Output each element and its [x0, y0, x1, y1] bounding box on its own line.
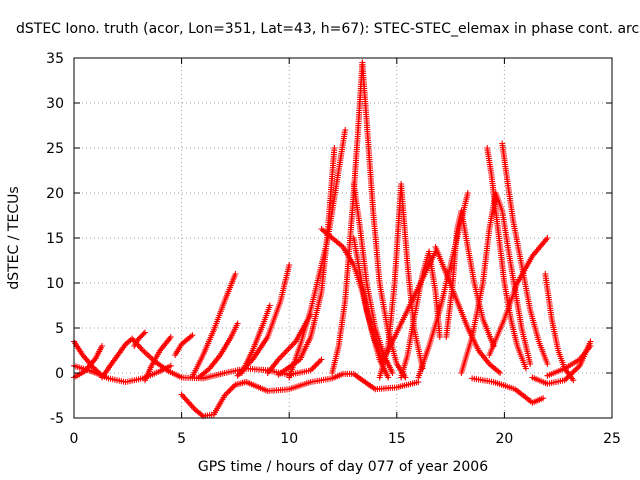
x-tick-label: 5 [177, 431, 186, 447]
y-tick-label: 15 [46, 231, 64, 247]
series-arc-28 [443, 208, 497, 349]
series-layer [71, 59, 594, 420]
series-markers [383, 248, 439, 358]
y-tick-label: 5 [55, 321, 64, 337]
series-arc-33 [469, 375, 547, 406]
series-arc-12 [195, 320, 241, 381]
axis-ticks: 0 5 10 15 20 25 -5 0 5 10 15 20 25 30 35 [46, 51, 621, 447]
series-arc-19 [329, 59, 366, 376]
x-axis-label: GPS time / hours of day 077 of year 2006 [198, 459, 488, 475]
y-tick-label: 0 [55, 366, 64, 382]
series-markers [499, 140, 551, 367]
series-markers [178, 370, 422, 420]
y-tick-label: 20 [46, 186, 64, 202]
series-markers [458, 190, 534, 376]
series-arc-04 [99, 335, 136, 381]
series-markers [286, 127, 349, 381]
series-markers [544, 343, 594, 379]
series-markers [195, 320, 241, 381]
y-tick-label: 30 [46, 96, 64, 112]
series-markers [350, 235, 387, 367]
series-markers [172, 332, 196, 358]
series-arc-13 [234, 262, 293, 379]
series-markers [432, 244, 504, 376]
y-tick-label: 25 [46, 141, 64, 157]
series-markers [142, 334, 174, 384]
series-markers [131, 329, 148, 349]
series-markers [484, 145, 529, 372]
series-arc-08 [172, 332, 196, 358]
series-arc-14 [238, 302, 273, 376]
series-arc-22 [350, 235, 387, 367]
x-tick-label: 0 [70, 431, 79, 447]
series-markers [99, 335, 136, 381]
series-markers [238, 302, 273, 376]
series-arc-34 [542, 271, 577, 384]
series-markers [359, 59, 409, 381]
series-arc-06 [131, 329, 148, 349]
series-markers [275, 145, 338, 378]
series-arc-31 [499, 140, 551, 367]
series-arc-29 [458, 190, 534, 376]
y-tick-label: 10 [46, 276, 64, 292]
series-markers [329, 59, 366, 376]
chart-title: dSTEC Iono. truth (acor, Lon=351, Lat=43… [16, 21, 640, 37]
series-arc-30 [484, 145, 529, 372]
series-arc-36 [544, 343, 594, 379]
series-arc-20 [359, 59, 409, 381]
series-arc-11 [189, 271, 239, 380]
x-tick-label: 25 [603, 431, 621, 447]
series-markers [234, 262, 293, 379]
y-tick-label: -5 [50, 411, 64, 427]
series-arc-26 [432, 244, 504, 376]
series-arc-32 [486, 235, 551, 358]
y-tick-label: 35 [46, 51, 64, 67]
series-arc-10 [178, 370, 422, 420]
series-arc-16 [275, 145, 338, 378]
x-tick-label: 15 [388, 431, 406, 447]
series-markers [486, 235, 551, 358]
series-arc-07 [142, 334, 174, 384]
series-markers [542, 271, 577, 384]
series-markers [189, 271, 239, 380]
series-markers [469, 375, 547, 406]
x-tick-label: 10 [280, 431, 298, 447]
series-arc-25 [383, 248, 439, 358]
series-arc-17 [286, 127, 349, 381]
series-markers [443, 208, 497, 349]
x-tick-label: 20 [495, 431, 513, 447]
y-axis-label: dSTEC / TECUs [6, 186, 22, 289]
